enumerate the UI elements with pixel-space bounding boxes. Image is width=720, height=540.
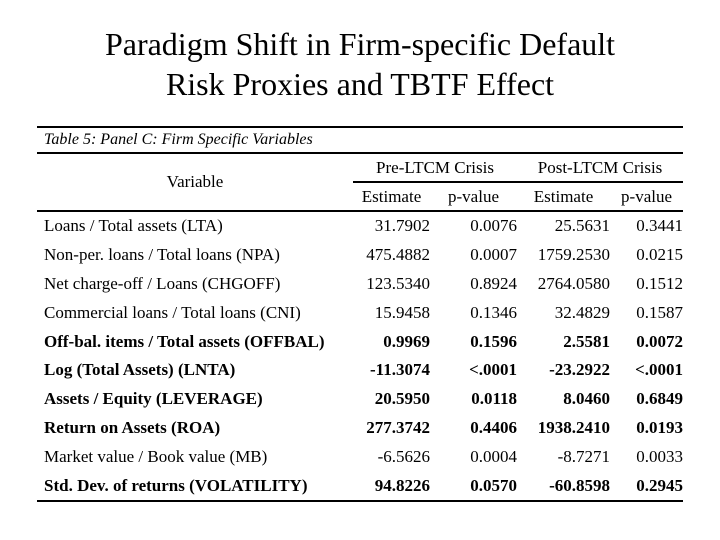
- row-value: 25.5631: [517, 210, 611, 241]
- row-value: 123.5340: [366, 273, 430, 293]
- row-value: -6.5626: [377, 446, 430, 466]
- row-value: 0.3441: [610, 210, 684, 241]
- row-value: 0.1587: [636, 302, 684, 322]
- table-row: Return on Assets (ROA) 277.3742 0.4406 1938…: [37, 414, 683, 443]
- column-header-post-estimate: Estimate: [533, 186, 594, 206]
- row-value: 0.0007: [470, 245, 518, 265]
- row-variable-label: Log (Total Assets) (LNTA): [44, 360, 236, 380]
- table-header: Variable Pre-LTCM Crisis Post-LTCM Crisi…: [37, 154, 684, 211]
- row-value: 0.1346: [470, 302, 518, 322]
- row-value: 8.0460: [563, 389, 611, 409]
- row-variable-label: Loans / Total assets (LTA): [37, 210, 353, 241]
- row-value: -60.8598: [517, 471, 611, 502]
- table-row: Loans / Total assets (LTA) 31.7902 0.0076 2…: [37, 210, 684, 241]
- row-value: 2.5581: [563, 331, 611, 351]
- row-value: 0.2945: [610, 471, 684, 502]
- row-value: 94.8226: [353, 471, 430, 502]
- row-value: 1759.2530: [537, 245, 611, 265]
- row-variable-label: Non-per. loans / Total loans (NPA): [44, 245, 280, 265]
- row-value: <.0001: [469, 360, 518, 380]
- table-caption: Table 5: Panel C: Firm Specific Variable…: [37, 126, 683, 154]
- row-value: 32.4829: [554, 302, 611, 322]
- row-value: 1938.2410: [537, 417, 611, 437]
- page-title: Paradigm Shift in Firm-specific Default …: [0, 0, 720, 105]
- column-group-pre-ltcm-crisis: Pre-LTCM Crisis: [353, 154, 518, 183]
- row-value: 0.4406: [470, 417, 518, 437]
- row-value: 0.0570: [430, 471, 518, 502]
- row-value: 0.8924: [470, 273, 518, 293]
- row-value: 0.1512: [636, 273, 684, 293]
- row-value: -23.2922: [549, 360, 611, 380]
- row-variable-label: Off-bal. items / Total assets (OFFBAL): [44, 331, 325, 351]
- row-value: 0.0193: [636, 417, 684, 437]
- page-title-line2: Risk Proxies and TBTF Effect: [165, 66, 555, 103]
- row-value: 0.0118: [471, 389, 518, 409]
- row-value: 0.0076: [430, 210, 518, 241]
- row-value: 475.4882: [366, 245, 430, 265]
- row-variable-label: Assets / Equity (LEVERAGE): [44, 389, 263, 409]
- table-row: Log (Total Assets) (LNTA) -11.3074 <.0001 -…: [37, 356, 683, 385]
- column-header-pre-estimate: Estimate: [361, 186, 422, 206]
- table-section: Table 5: Panel C: Firm Specific Variable…: [37, 126, 684, 502]
- row-value: -8.7271: [557, 446, 611, 466]
- row-variable-label: Commercial loans / Total loans (CNI): [44, 302, 301, 322]
- row-variable-label: Std. Dev. of returns (VOLATILITY): [37, 471, 353, 502]
- row-value: <.0001: [635, 360, 684, 380]
- column-header-pre-pvalue: p-value: [448, 186, 499, 206]
- row-value: 15.9458: [374, 302, 430, 322]
- row-value: 31.7902: [353, 210, 430, 241]
- table-row: Off-bal. items / Total assets (OFFBAL) 0.…: [37, 327, 683, 356]
- column-group-post-ltcm-crisis: Post-LTCM Crisis: [517, 154, 684, 183]
- row-value: 277.3742: [366, 417, 430, 437]
- row-value: 0.0072: [636, 331, 684, 351]
- table-row: Std. Dev. of returns (VOLATILITY) 94.8226…: [37, 471, 684, 502]
- row-variable-label: Return on Assets (ROA): [44, 417, 221, 437]
- table-row: Assets / Equity (LEVERAGE) 20.5950 0.0118 8…: [37, 385, 683, 414]
- row-value: 20.5950: [374, 389, 430, 409]
- row-variable-label: Net charge-off / Loans (CHGOFF): [44, 273, 281, 293]
- row-value: 0.0033: [636, 446, 684, 466]
- table-row: Market value / Book value (MB) -6.5626 0.0…: [37, 442, 683, 471]
- row-variable-label: Market value / Book value (MB): [44, 446, 268, 466]
- row-value: -11.3074: [370, 360, 430, 380]
- row-value: 0.6849: [636, 389, 684, 409]
- page-title-line1: Paradigm Shift in Firm-specific Default: [104, 26, 616, 62]
- column-header-post-pvalue: p-value: [621, 186, 673, 206]
- table-row: Non-per. loans / Total loans (NPA) 475.48…: [37, 241, 683, 270]
- row-value: 0.0004: [470, 446, 518, 466]
- row-value: 0.0215: [636, 245, 684, 265]
- table-row: Commercial loans / Total loans (CNI) 15.9…: [37, 298, 683, 327]
- table-body: Loans / Total assets (LTA) 31.7902 0.0076 2…: [37, 210, 684, 502]
- firm-specific-variables-table: Variable Pre-LTCM Crisis Post-LTCM Crisi…: [37, 154, 684, 502]
- row-value: 0.9969: [383, 331, 430, 351]
- table-row: Net charge-off / Loans (CHGOFF) 123.5340 0…: [37, 270, 683, 299]
- column-header-variable: Variable: [166, 172, 224, 191]
- row-value: 2764.0580: [537, 273, 611, 293]
- row-value: 0.1596: [470, 331, 518, 351]
